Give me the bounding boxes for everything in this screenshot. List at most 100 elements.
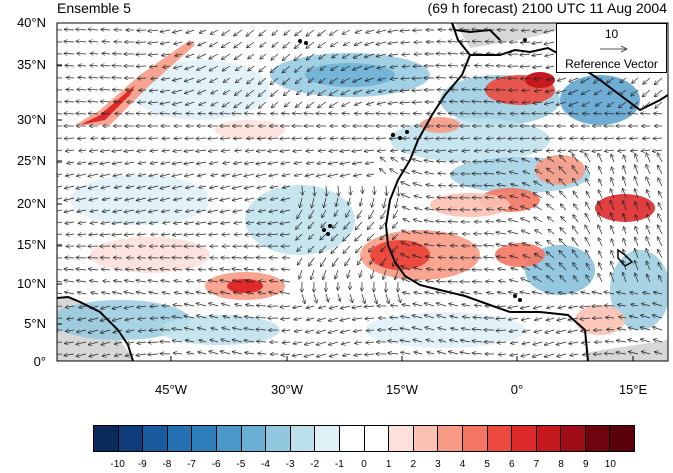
wind-vector — [136, 42, 146, 43]
colorbar-label: -3 — [286, 459, 295, 470]
colorbar-label: -6 — [212, 459, 221, 470]
wind-vector — [511, 114, 518, 115]
colorbar-label: -4 — [261, 459, 270, 470]
wind-vector — [138, 102, 146, 103]
wind-vector — [449, 270, 458, 271]
wind-vector — [485, 78, 494, 79]
colorbar-label: 0 — [361, 459, 367, 470]
wind-vector — [355, 114, 363, 115]
wind-vector — [451, 90, 458, 91]
colorbar-label: -5 — [236, 459, 245, 470]
colorbar-box — [94, 426, 119, 451]
wind-vector — [437, 42, 446, 43]
colorbar — [93, 425, 635, 452]
wind-vector — [484, 30, 494, 31]
wind-vector — [271, 114, 278, 115]
wind-vector — [362, 186, 363, 193]
red-blob — [370, 240, 430, 270]
reference-arrow-icon — [599, 44, 629, 54]
lat-label: 25°N — [17, 153, 46, 168]
colorbar-label: -7 — [187, 459, 196, 470]
colorbar-box — [512, 426, 537, 451]
wind-vector — [54, 318, 62, 319]
wind-vector — [448, 198, 458, 199]
wind-vector — [448, 222, 458, 223]
colorbar-box — [463, 426, 488, 451]
wind-vector — [66, 78, 74, 79]
colorbar-label: 2 — [410, 459, 416, 470]
lat-label: 40°N — [17, 15, 46, 30]
wind-vector — [91, 138, 98, 139]
wind-vector — [136, 54, 146, 55]
lon-label: 15°E — [619, 382, 647, 397]
lat-label: 5°N — [24, 316, 46, 331]
reference-vector-magnitude: 10 — [557, 27, 666, 41]
wind-vector — [427, 114, 434, 115]
wind-vector — [149, 330, 158, 331]
red-blob — [90, 237, 210, 273]
colorbar-box — [610, 426, 634, 451]
lat-label: 20°N — [17, 196, 46, 211]
red-blob — [215, 120, 285, 140]
red-blob — [535, 155, 585, 185]
colorbar-label: 7 — [534, 459, 540, 470]
reference-vector-box: 10 Reference Vector — [556, 23, 667, 73]
lat-label: 0° — [34, 354, 46, 369]
lon-label: 45°W — [155, 382, 187, 397]
lat-label: 30°N — [17, 112, 46, 127]
colorbar-label: 5 — [484, 459, 490, 470]
wind-vector — [150, 306, 158, 307]
wind-vector — [137, 30, 146, 31]
reference-vector-label: Reference Vector — [557, 57, 666, 71]
colorbar-box — [315, 426, 340, 451]
colorbar-box — [119, 426, 144, 451]
colorbar-label: -2 — [310, 459, 319, 470]
wind-vector — [436, 78, 446, 79]
wind-vector — [403, 138, 410, 139]
wind-vector — [138, 78, 146, 79]
wind-vector — [66, 90, 74, 91]
colorbar-box — [438, 426, 463, 451]
colorbar-label: 10 — [605, 459, 616, 470]
colorbar-box — [192, 426, 217, 451]
lon-label: 15°W — [386, 382, 418, 397]
lat-label: 15°N — [17, 237, 46, 252]
wind-vector — [448, 282, 458, 283]
colorbar-box — [537, 426, 562, 451]
blue-blob — [305, 63, 395, 87]
lon-label: 30°W — [271, 382, 303, 397]
colorbar-label: 3 — [435, 459, 441, 470]
colorbar-box — [488, 426, 513, 451]
colorbar-box — [143, 426, 168, 451]
colorbar-box — [586, 426, 611, 451]
colorbar-label: -9 — [138, 459, 147, 470]
wind-vector — [115, 114, 122, 115]
colorbar-box — [389, 426, 414, 451]
colorbar-label: -10 — [110, 459, 124, 470]
blue-blob — [390, 118, 550, 162]
colorbar-label: 8 — [558, 459, 564, 470]
colorbar-label: 1 — [386, 459, 392, 470]
colorbar-box — [561, 426, 586, 451]
colorbar-box — [340, 426, 365, 451]
colorbar-box — [266, 426, 291, 451]
wind-vector — [436, 66, 446, 67]
lat-label: 10°N — [17, 276, 46, 291]
colorbar-box — [217, 426, 242, 451]
colorbar-box — [414, 426, 439, 451]
colorbar-label: 9 — [583, 459, 589, 470]
red-blob — [525, 72, 555, 88]
red-blob — [575, 305, 625, 335]
wind-vector — [137, 66, 146, 67]
colorbar-box — [168, 426, 193, 451]
colorbar-box — [365, 426, 390, 451]
colorbar-box — [291, 426, 316, 451]
wind-vector — [54, 342, 62, 343]
colorbar-label: 6 — [509, 459, 515, 470]
wind-vector — [448, 210, 458, 211]
wind-vector — [436, 54, 446, 55]
wind-vector — [583, 114, 590, 115]
wind-vector — [485, 42, 494, 43]
colorbar-label: 4 — [460, 459, 466, 470]
red-blob — [430, 193, 510, 217]
